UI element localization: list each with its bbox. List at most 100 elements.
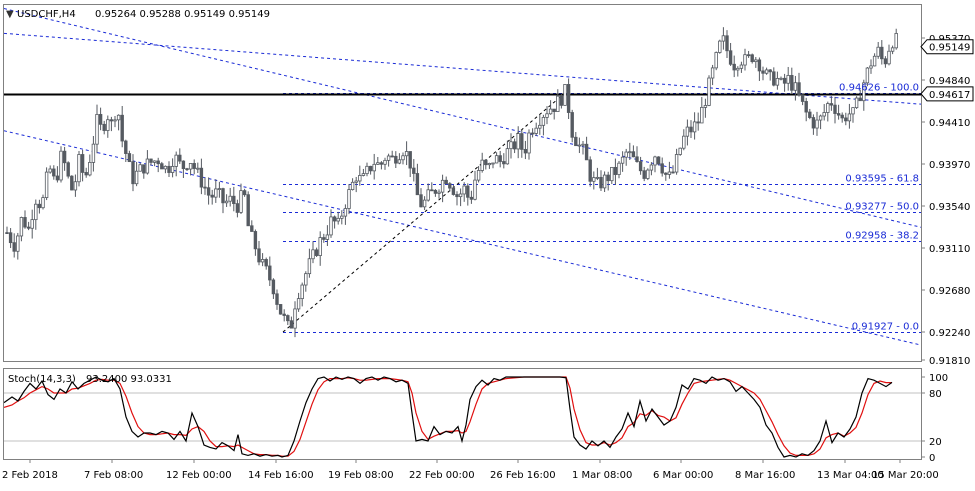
candle-body xyxy=(37,203,42,209)
candle-body xyxy=(368,165,373,172)
candle-body xyxy=(653,156,657,166)
candle-body xyxy=(761,70,765,74)
candle-body xyxy=(422,199,427,208)
candle-body xyxy=(149,158,153,163)
candle-body xyxy=(340,215,344,219)
candle-body xyxy=(617,162,621,175)
candle-body xyxy=(667,171,672,175)
stoch-tick-label: 80 xyxy=(929,389,942,400)
candle-body xyxy=(592,177,596,182)
candle-body xyxy=(343,208,348,217)
candle-body xyxy=(793,82,798,91)
candle-body xyxy=(887,50,891,65)
candle-body xyxy=(163,165,168,170)
candle-body xyxy=(671,171,675,174)
candle-body xyxy=(48,168,52,173)
candle-body xyxy=(332,216,337,222)
candle-body xyxy=(851,107,855,115)
fib-level-label: 0.92958 - 38.2 xyxy=(845,231,919,242)
level-price-tag-text: 0.94617 xyxy=(929,90,970,101)
time-tick-label: 7 Feb 08:00 xyxy=(84,470,143,481)
candle-body xyxy=(458,193,463,198)
candle-body xyxy=(574,136,578,147)
candle-body xyxy=(401,155,405,161)
candle-body xyxy=(185,168,189,171)
candle-body xyxy=(5,232,9,234)
candle-body xyxy=(26,226,31,229)
candle-body xyxy=(448,183,452,189)
candle-body xyxy=(358,175,362,182)
candle-body xyxy=(602,174,607,189)
price-tick-label: 0.92680 xyxy=(929,286,970,297)
candle-body xyxy=(372,163,376,172)
candle-body xyxy=(476,170,481,181)
candle-body xyxy=(635,156,639,162)
fib-level-label: 0.93595 - 61.8 xyxy=(845,174,919,185)
time-tick-label: 1 Mar 08:00 xyxy=(572,470,632,481)
candle-body xyxy=(782,77,787,84)
candle-body xyxy=(743,54,747,66)
candle-body xyxy=(41,197,45,209)
stoch-values: 93.2400 93.0331 xyxy=(86,374,172,385)
candle-body xyxy=(588,159,592,182)
candle-body xyxy=(181,160,186,170)
candle-body xyxy=(509,141,513,150)
candle-body xyxy=(491,162,495,165)
candle-body xyxy=(876,46,880,57)
candle-body xyxy=(239,190,243,213)
candle-body xyxy=(66,162,70,177)
candle-body xyxy=(430,189,434,192)
time-tick-label: 6 Mar 00:00 xyxy=(653,470,713,481)
stoch-tick-label: 100 xyxy=(929,373,948,384)
candle-body xyxy=(203,186,207,189)
candle-body xyxy=(692,121,697,133)
candle-body xyxy=(59,150,63,181)
candle-body xyxy=(296,298,301,310)
candle-body xyxy=(379,162,384,165)
fib-level-label: 0.91927 - 0.0 xyxy=(852,322,919,333)
candle-body xyxy=(289,320,294,329)
candle-body xyxy=(790,75,794,91)
candle-body xyxy=(235,203,240,213)
candle-body xyxy=(455,194,459,198)
candle-body xyxy=(386,155,391,161)
candle-body xyxy=(433,189,438,194)
candle-body xyxy=(196,167,200,170)
candle-body xyxy=(718,40,722,53)
candle-body xyxy=(242,190,247,196)
candle-body xyxy=(826,103,830,113)
candle-body xyxy=(883,58,888,65)
candle-body xyxy=(804,101,808,113)
candle-body xyxy=(350,181,355,191)
candle-body xyxy=(786,75,790,84)
stoch-tick-label: 0 xyxy=(929,453,935,464)
candle-body xyxy=(736,67,740,71)
current-price-tag: 0.95149 xyxy=(920,39,974,55)
stoch-indicator-label: Stoch(14,3,3) xyxy=(8,374,76,385)
price-tick-label: 0.94410 xyxy=(929,118,970,129)
candle-body xyxy=(811,117,816,129)
stoch-panel-frame xyxy=(3,368,922,460)
candle-body xyxy=(559,95,564,106)
candle-body xyxy=(473,179,477,200)
candle-body xyxy=(300,284,304,300)
candle-body xyxy=(232,195,236,205)
candle-body xyxy=(124,140,128,154)
candle-body xyxy=(62,150,67,164)
candle-body xyxy=(383,159,387,165)
candle-body xyxy=(142,164,146,174)
candle-body xyxy=(70,175,74,191)
candle-body xyxy=(278,304,283,315)
candle-body xyxy=(16,235,20,252)
current-price-tag-text: 0.95149 xyxy=(929,43,970,54)
candle-body xyxy=(530,132,535,135)
price-tick-label: 0.92240 xyxy=(929,328,970,339)
candle-body xyxy=(642,170,646,179)
candle-body xyxy=(23,217,27,228)
candle-body xyxy=(264,259,268,267)
chart-menu-icon[interactable]: ▼ xyxy=(6,9,14,20)
candle-body xyxy=(12,242,16,252)
candle-body xyxy=(221,188,225,204)
